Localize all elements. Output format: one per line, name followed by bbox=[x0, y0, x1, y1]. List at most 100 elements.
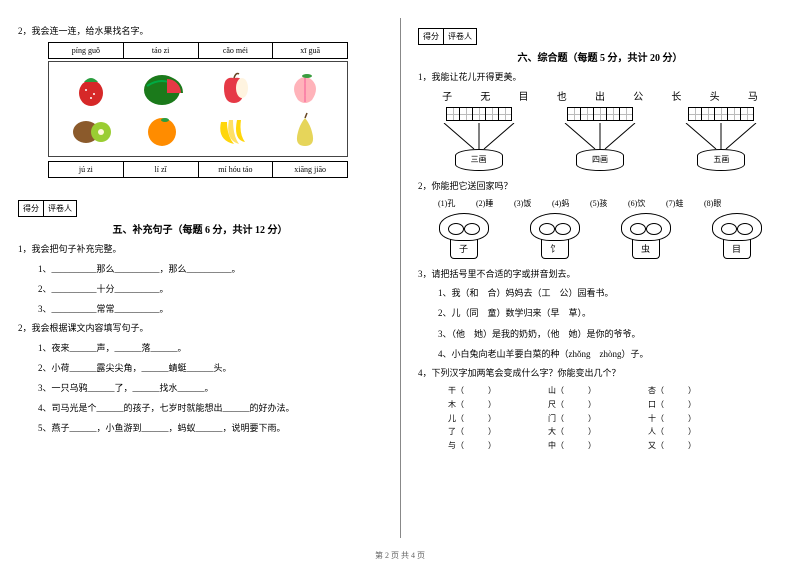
mush-label: 子 bbox=[450, 239, 478, 259]
grid-cell: 干（ ） bbox=[448, 384, 548, 398]
peach-icon bbox=[280, 68, 330, 108]
char: 也 bbox=[557, 88, 567, 103]
grid-cell: 木（ ） bbox=[448, 398, 548, 412]
fill-line: 4、司马光是个______的孩子，七岁时就能想出______的好办法。 bbox=[38, 400, 382, 416]
stroke-sort-diagram: 三画 四画 五画 bbox=[418, 107, 782, 171]
stroke-unit: 三画 bbox=[429, 107, 529, 171]
grid-cell: 儿（ ） bbox=[448, 412, 548, 426]
pinyin-bot-row: jú zi lí zǐ mí hóu táo xiāng jiāo bbox=[48, 161, 348, 178]
char: 目 bbox=[519, 88, 529, 103]
fill-line: 2、__________十分__________。 bbox=[38, 281, 382, 297]
q6-4: 4，下列汉字加两笔会变成什么字？你能变出几个？ bbox=[418, 366, 782, 380]
fill-line: 3、一只乌鸦______了，______找水______。 bbox=[38, 380, 382, 396]
fruit-grid bbox=[48, 61, 348, 157]
grid-cell: 人（ ） bbox=[648, 425, 748, 439]
grid-cell: 口（ ） bbox=[648, 398, 748, 412]
item: (5)孩 bbox=[590, 198, 628, 209]
grid-cell: 十（ ） bbox=[648, 412, 748, 426]
pinyin-cell: cǎo méi bbox=[198, 42, 274, 59]
pinyin-cell: jú zi bbox=[48, 161, 124, 178]
grid-cell: 杏（ ） bbox=[648, 384, 748, 398]
item: (4)蚂 bbox=[552, 198, 590, 209]
item-row: (1)孔 (2)睡 (3)饭 (4)蚂 (5)孩 (6)饮 (7)蛙 (8)眼 bbox=[438, 198, 782, 211]
q6-1: 1，我能让花儿开得更美。 bbox=[418, 70, 782, 84]
stroke-label: 五画 bbox=[697, 149, 745, 171]
section-6-title: 六、综合题（每题 5 分，共计 20 分） bbox=[418, 49, 782, 64]
char: 长 bbox=[671, 88, 681, 103]
pinyin-cell: xiāng jiāo bbox=[272, 161, 348, 178]
char: 公 bbox=[633, 88, 643, 103]
grader-label: 评卷人 bbox=[444, 29, 476, 44]
item: (2)睡 bbox=[476, 198, 514, 209]
banana-icon bbox=[209, 110, 259, 150]
q2-text: 2，我会连一连，给水果找名字。 bbox=[18, 24, 382, 38]
score-label: 得分 bbox=[19, 201, 44, 216]
fill-line: 1、夜来______声，______落______。 bbox=[38, 340, 382, 356]
score-box: 得分 评卷人 bbox=[418, 28, 477, 45]
mushroom: 目 bbox=[707, 213, 767, 259]
bracket-line: 1、我（和 合）妈妈去（工 公）园看书。 bbox=[438, 285, 782, 301]
q6-3: 3，请把括号里不合适的字或拼音划去。 bbox=[418, 267, 782, 281]
score-label: 得分 bbox=[419, 29, 444, 44]
pinyin-top-row: píng guǒ táo zi cǎo méi xī guā bbox=[48, 42, 348, 59]
mushroom: 子 bbox=[434, 213, 494, 259]
item: (6)饮 bbox=[628, 198, 666, 209]
orange-icon bbox=[137, 110, 187, 150]
right-column: 得分 评卷人 六、综合题（每题 5 分，共计 20 分） 1，我能让花儿开得更美… bbox=[400, 0, 800, 565]
q5-2: 2，我会根据课文内容填写句子。 bbox=[18, 321, 382, 335]
mush-label: 虫 bbox=[632, 239, 660, 259]
mush-label: 饣 bbox=[541, 239, 569, 259]
pinyin-cell: mí hóu táo bbox=[198, 161, 274, 178]
page-footer: 第 2 页 共 4 页 bbox=[0, 550, 800, 561]
mushroom: 饣 bbox=[525, 213, 585, 259]
char: 马 bbox=[748, 88, 758, 103]
grid-cell: 与（ ） bbox=[448, 439, 548, 453]
grid-cell: 大（ ） bbox=[548, 425, 648, 439]
bracket-line: 2、儿（同 童）数学归来（早 草）。 bbox=[438, 305, 782, 321]
pinyin-cell: lí zǐ bbox=[123, 161, 199, 178]
pear-icon bbox=[280, 110, 330, 150]
item: (3)饭 bbox=[514, 198, 552, 209]
fill-line: 5、燕子______，小鱼游到______，蚂蚁______，说明要下雨。 bbox=[38, 420, 382, 436]
strawberry-icon bbox=[66, 68, 116, 108]
score-box: 得分 评卷人 bbox=[18, 200, 77, 217]
mushroom-diagram: 子 饣 虫 目 bbox=[418, 213, 782, 259]
left-column: 2，我会连一连，给水果找名字。 píng guǒ táo zi cǎo méi … bbox=[0, 0, 400, 565]
grid-cell: 门（ ） bbox=[548, 412, 648, 426]
section-5-title: 五、补充句子（每题 6 分，共计 12 分） bbox=[18, 221, 382, 236]
bracket-line: 3、（他 她）是我的奶奶，（他 她）是你的爷爷。 bbox=[438, 326, 782, 342]
grid-cell: 了（ ） bbox=[448, 425, 548, 439]
stroke-label: 四画 bbox=[576, 149, 624, 171]
bracket-line: 4、小白兔向老山羊要白菜的种（zhǒng zhòng）子。 bbox=[438, 346, 782, 362]
stroke-unit: 四画 bbox=[550, 107, 650, 171]
grid-cell: 尺（ ） bbox=[548, 398, 648, 412]
q6-2: 2，你能把它送回家吗？ bbox=[418, 179, 782, 193]
watermelon-icon bbox=[137, 68, 187, 108]
item: (8)眼 bbox=[704, 198, 742, 209]
char: 子 bbox=[442, 88, 452, 103]
pinyin-cell: píng guǒ bbox=[48, 42, 124, 59]
item: (1)孔 bbox=[438, 198, 476, 209]
paren-grid: 干（ ）山（ ）杏（ ） 木（ ）尺（ ）口（ ） 儿（ ）门（ ）十（ ） 了… bbox=[448, 384, 782, 452]
fill-line: 1、__________那么__________，那么__________。 bbox=[38, 261, 382, 277]
q5-1: 1，我会把句子补充完整。 bbox=[18, 242, 382, 256]
char-row: 子 无 目 也 出 公 长 头 马 bbox=[428, 88, 772, 103]
stroke-unit: 五画 bbox=[671, 107, 771, 171]
stroke-label: 三画 bbox=[455, 149, 503, 171]
grader-label: 评卷人 bbox=[44, 201, 76, 216]
grid-cell: 山（ ） bbox=[548, 384, 648, 398]
char: 无 bbox=[480, 88, 490, 103]
grid-cell: 中（ ） bbox=[548, 439, 648, 453]
kiwi-icon bbox=[66, 110, 116, 150]
item: (7)蛙 bbox=[666, 198, 704, 209]
pinyin-cell: xī guā bbox=[272, 42, 348, 59]
pinyin-cell: táo zi bbox=[123, 42, 199, 59]
char: 出 bbox=[595, 88, 605, 103]
fill-line: 2、小荷______露尖尖角，______蜻蜓______头。 bbox=[38, 360, 382, 376]
char: 头 bbox=[710, 88, 720, 103]
apple-icon bbox=[209, 68, 259, 108]
grid-cell: 又（ ） bbox=[648, 439, 748, 453]
fill-line: 3、__________常常__________。 bbox=[38, 301, 382, 317]
mushroom: 虫 bbox=[616, 213, 676, 259]
mush-label: 目 bbox=[723, 239, 751, 259]
